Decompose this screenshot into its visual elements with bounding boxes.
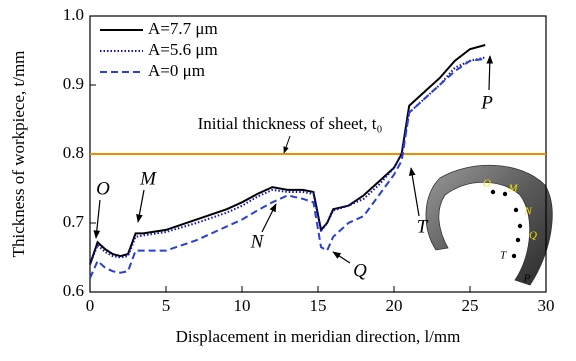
inset-label: O (483, 178, 491, 190)
annotation: N (250, 231, 265, 252)
inset-label: N (523, 206, 532, 218)
inset-label: T (500, 250, 507, 262)
y-tick-label: 0.7 (63, 212, 85, 231)
reference-label: Initial thickness of sheet, t₀ (198, 114, 383, 133)
x-tick-label: 10 (234, 296, 251, 315)
y-axis-label: Thickness of workpiece, t/mm (9, 51, 28, 258)
arrow (411, 168, 419, 216)
y-tick-label: 0.8 (63, 143, 84, 162)
arrow (284, 136, 290, 153)
x-axis-label: Displacement in meridian direction, l/mm (176, 327, 461, 346)
x-tick-label: 30 (538, 296, 555, 315)
inset-label: Q (529, 230, 537, 242)
annotation: P (480, 92, 493, 113)
annotation: T (417, 216, 429, 237)
annotation: Q (353, 260, 367, 281)
legend-label: A=0 μm (148, 61, 205, 80)
arrow (333, 252, 350, 263)
legend-label: A=7.7 μm (148, 19, 218, 38)
chart: Displacement in meridian direction, l/mm… (0, 0, 576, 356)
annotation: O (96, 178, 110, 199)
legend-label: A=5.6 μm (148, 40, 218, 59)
arrow (262, 204, 276, 232)
x-tick-label: 15 (310, 296, 327, 315)
arrow (96, 200, 100, 238)
x-tick-label: 20 (386, 296, 403, 315)
arrow (138, 190, 144, 222)
y-tick-label: 1.0 (63, 5, 84, 24)
y-tick-label: 0.6 (63, 281, 84, 300)
x-tick-label: 5 (162, 296, 171, 315)
y-tick-label: 0.9 (63, 74, 84, 93)
annotation: M (139, 168, 157, 189)
x-tick-label: 0 (86, 296, 95, 315)
inset-label: M (507, 183, 518, 195)
arrow (489, 56, 490, 90)
inset-label: P (523, 273, 531, 285)
x-tick-label: 25 (462, 296, 479, 315)
